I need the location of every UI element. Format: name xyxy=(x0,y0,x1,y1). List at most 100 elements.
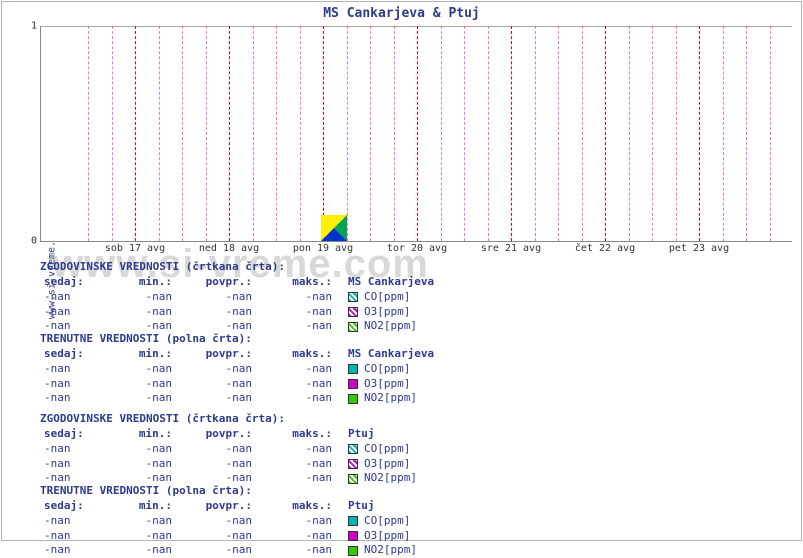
hour-gridline xyxy=(112,26,113,241)
hour-gridline xyxy=(770,26,771,241)
val-maks: -nan xyxy=(260,442,340,457)
ytick-1: 1 xyxy=(31,21,37,32)
hour-gridline xyxy=(159,26,160,241)
val-sedaj: -nan xyxy=(40,514,110,529)
hdr-sedaj: sedaj: xyxy=(40,275,110,290)
series-label: O3[ppm] xyxy=(362,529,410,544)
val-sedaj: -nan xyxy=(40,442,110,457)
day-gridline xyxy=(699,26,700,241)
data-row: -nan-nan-nan-nanCO[ppm] xyxy=(40,362,434,377)
val-maks: -nan xyxy=(260,529,340,544)
val-povpr: -nan xyxy=(180,457,260,472)
xtick-label: čet 22 avg xyxy=(575,243,635,254)
val-sedaj: -nan xyxy=(40,362,110,377)
block-header-row: sedaj:min.:povpr.:maks.:Ptuj xyxy=(40,499,417,514)
block-title: ZGODOVINSKE VREDNOSTI (črtkana črta): xyxy=(40,412,417,427)
hdr-povpr: povpr.: xyxy=(180,347,260,362)
hour-gridline xyxy=(746,26,747,241)
hour-gridline xyxy=(629,26,630,241)
val-maks: -nan xyxy=(260,290,340,305)
day-gridline xyxy=(229,26,230,241)
hour-gridline xyxy=(206,26,207,241)
chart-marker-icon xyxy=(321,215,347,241)
block-location: MS Cankarjeva xyxy=(340,275,434,290)
series-swatch-icon xyxy=(348,459,358,469)
data-row: -nan-nan-nan-nanNO2[ppm] xyxy=(40,391,434,406)
hdr-maks: maks.: xyxy=(260,427,340,442)
series-label: CO[ppm] xyxy=(362,290,410,305)
hdr-maks: maks.: xyxy=(260,275,340,290)
ytick-0: 0 xyxy=(31,236,37,247)
hour-gridline xyxy=(535,26,536,241)
hdr-min: min.: xyxy=(110,499,180,514)
val-povpr: -nan xyxy=(180,362,260,377)
hour-gridline xyxy=(253,26,254,241)
series-label: O3[ppm] xyxy=(362,457,410,472)
val-maks: -nan xyxy=(260,457,340,472)
xtick-label: ned 18 avg xyxy=(199,243,259,254)
val-sedaj: -nan xyxy=(40,457,110,472)
data-block: ZGODOVINSKE VREDNOSTI (črtkana črta):sed… xyxy=(40,260,434,334)
block-title: ZGODOVINSKE VREDNOSTI (črtkana črta): xyxy=(40,260,434,275)
hour-gridline xyxy=(394,26,395,241)
xtick-label: sob 17 avg xyxy=(105,243,165,254)
series-label: CO[ppm] xyxy=(362,442,410,457)
block-location: Ptuj xyxy=(340,499,375,514)
data-row: -nan-nan-nan-nanO3[ppm] xyxy=(40,377,434,392)
hour-gridline xyxy=(276,26,277,241)
val-maks: -nan xyxy=(260,362,340,377)
block-header-row: sedaj:min.:povpr.:maks.:MS Cankarjeva xyxy=(40,275,434,290)
xtick-label: pet 23 avg xyxy=(669,243,729,254)
hour-gridline xyxy=(347,26,348,241)
series-swatch-icon xyxy=(348,531,358,541)
data-row: -nan-nan-nan-nanCO[ppm] xyxy=(40,290,434,305)
series-swatch-icon xyxy=(348,364,358,374)
day-gridline xyxy=(135,26,136,241)
val-sedaj: -nan xyxy=(40,543,110,558)
hdr-povpr: povpr.: xyxy=(180,275,260,290)
val-min: -nan xyxy=(110,529,180,544)
series-label: O3[ppm] xyxy=(362,377,410,392)
hour-gridline xyxy=(370,26,371,241)
day-gridline xyxy=(323,26,324,241)
val-maks: -nan xyxy=(260,543,340,558)
data-row: -nan-nan-nan-nanCO[ppm] xyxy=(40,442,417,457)
xtick-label: pon 19 avg xyxy=(293,243,353,254)
block-location: Ptuj xyxy=(340,427,375,442)
hdr-min: min.: xyxy=(110,427,180,442)
series-swatch-icon xyxy=(348,292,358,302)
val-min: -nan xyxy=(110,305,180,320)
hour-gridline xyxy=(441,26,442,241)
xtick-label: tor 20 avg xyxy=(387,243,447,254)
hour-gridline xyxy=(300,26,301,241)
val-povpr: -nan xyxy=(180,442,260,457)
val-sedaj: -nan xyxy=(40,391,110,406)
series-swatch-icon xyxy=(348,307,358,317)
day-gridline xyxy=(605,26,606,241)
hour-gridline xyxy=(652,26,653,241)
val-povpr: -nan xyxy=(180,377,260,392)
series-label: O3[ppm] xyxy=(362,305,410,320)
day-gridline xyxy=(511,26,512,241)
xtick-label: sre 21 avg xyxy=(481,243,541,254)
hdr-maks: maks.: xyxy=(260,347,340,362)
day-gridline xyxy=(417,26,418,241)
series-label: NO2[ppm] xyxy=(362,391,417,406)
val-povpr: -nan xyxy=(180,290,260,305)
data-block: ZGODOVINSKE VREDNOSTI (črtkana črta):sed… xyxy=(40,412,417,486)
hdr-sedaj: sedaj: xyxy=(40,427,110,442)
series-swatch-icon xyxy=(348,322,358,332)
val-povpr: -nan xyxy=(180,529,260,544)
outer-frame: www.si-vreme.com MS Cankarjeva & Ptuj 1 … xyxy=(1,1,802,541)
val-min: -nan xyxy=(110,457,180,472)
series-swatch-icon xyxy=(348,379,358,389)
chart-title: MS Cankarjeva & Ptuj xyxy=(2,6,801,21)
series-swatch-icon xyxy=(348,474,358,484)
hour-gridline xyxy=(182,26,183,241)
val-min: -nan xyxy=(110,391,180,406)
hdr-povpr: povpr.: xyxy=(180,499,260,514)
hour-gridline xyxy=(88,26,89,241)
series-swatch-icon xyxy=(348,394,358,404)
hdr-povpr: povpr.: xyxy=(180,427,260,442)
val-povpr: -nan xyxy=(180,391,260,406)
